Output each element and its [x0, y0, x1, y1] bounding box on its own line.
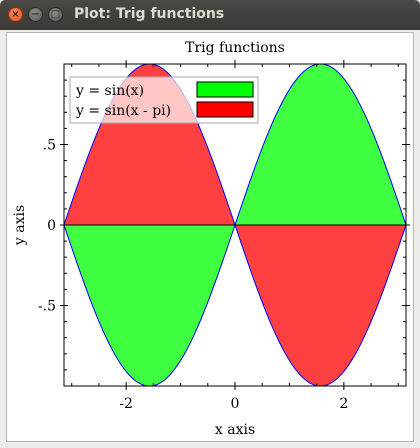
title-bar[interactable]: × − □ Plot: Trig functions	[0, 0, 420, 30]
maximize-window-button[interactable]: □	[48, 7, 63, 22]
legend: y = sin(x) y = sin(x - pi)	[69, 76, 259, 124]
x-tick-label: 2	[339, 396, 348, 412]
minimize-window-button[interactable]: −	[28, 7, 43, 22]
y-tick-label: 0	[47, 218, 56, 234]
y-tick-label: -.5	[38, 299, 56, 315]
window-title: Plot: Trig functions	[74, 6, 225, 22]
close-window-button[interactable]: ×	[8, 7, 23, 22]
series-area-1-segment-2	[235, 64, 406, 225]
series-area-2-segment-2	[235, 225, 406, 386]
legend-label: y = sin(x)	[75, 83, 144, 99]
legend-label: y = sin(x - pi)	[75, 103, 171, 119]
x-tick-label: 0	[231, 396, 240, 412]
y-axis-label: y axis	[12, 205, 28, 246]
legend-swatch	[196, 81, 254, 98]
axis-labels: Trig functions x axis y axis	[12, 40, 285, 438]
area-fills	[64, 64, 406, 386]
x-axis-label: x axis	[215, 422, 255, 438]
y-tick-label: .5	[43, 138, 56, 154]
series-area-1-segment-1	[64, 225, 235, 386]
legend-swatch	[196, 101, 254, 118]
axis-ticks: -2 0 2 -.5 0 .5	[38, 60, 410, 412]
series-area-2-segment-1	[64, 64, 235, 225]
chart-title: Trig functions	[185, 40, 285, 56]
x-tick-label: -2	[119, 396, 133, 412]
